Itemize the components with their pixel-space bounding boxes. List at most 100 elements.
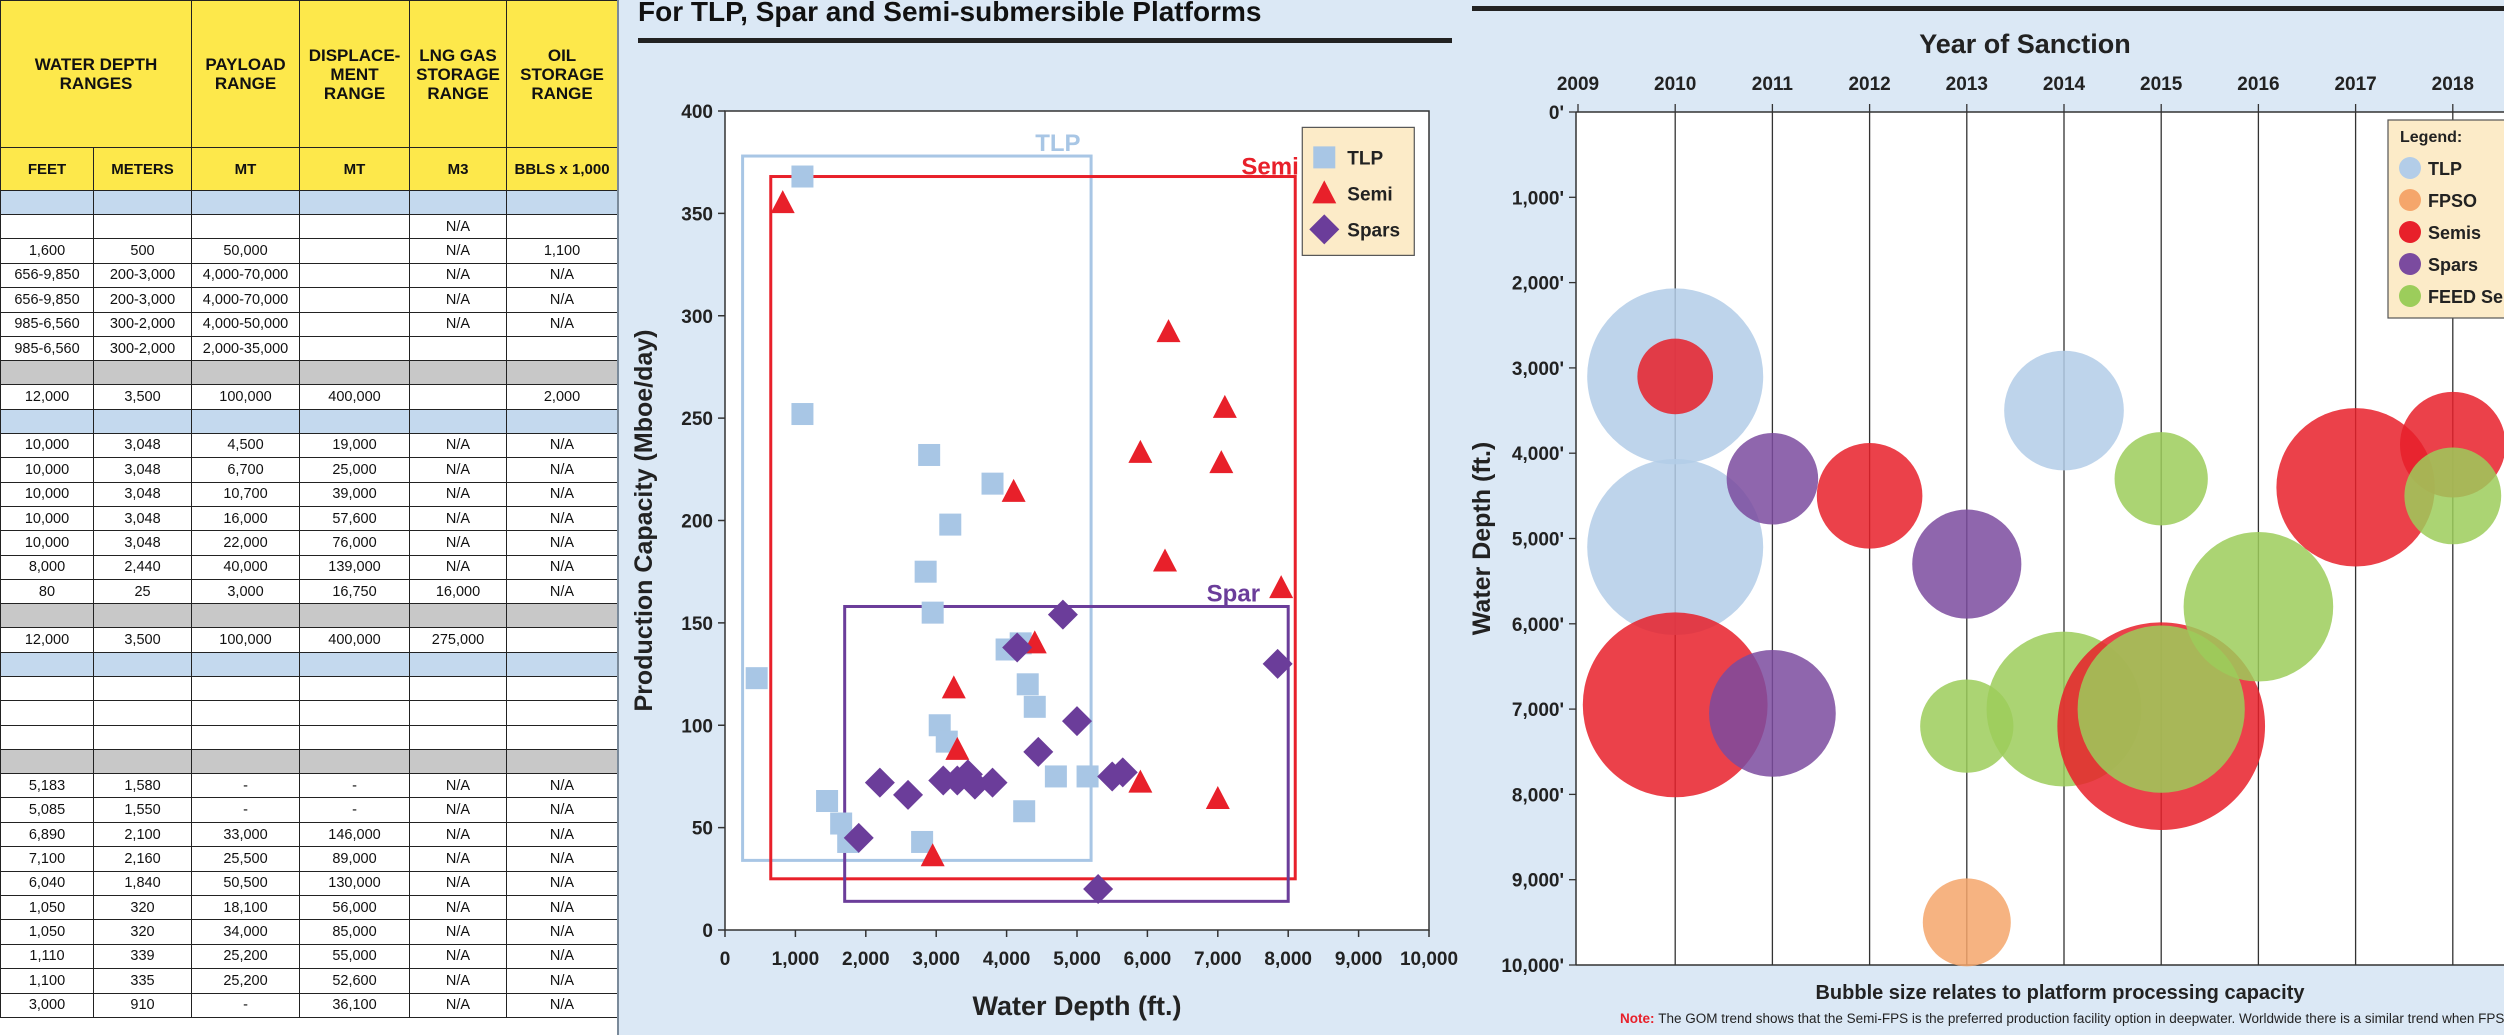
- table-header-cell: OIL STORAGE RANGE: [506, 0, 617, 148]
- table-header-cell: PAYLOAD RANGE: [191, 0, 301, 148]
- table-row: 12,000 3,500 100,000 400,000 275,000: [0, 627, 617, 653]
- table-cell: N/A: [506, 554, 617, 581]
- legend-swatch-feed-semi: [2399, 285, 2421, 307]
- table-cell: 400,000: [299, 384, 411, 410]
- table-cell: [191, 749, 301, 775]
- table-cell: N/A: [409, 919, 508, 945]
- table-cell: N/A: [409, 992, 508, 1018]
- table-cell: [191, 724, 301, 751]
- table-row: 985-6,560 300-2,000 2,000-35,000: [0, 335, 617, 362]
- point-tlp: [1076, 765, 1099, 788]
- table-cell: [191, 675, 301, 702]
- table-cell: [409, 190, 508, 215]
- table-cell: 3,048: [92, 432, 193, 459]
- table-cell: [0, 675, 94, 702]
- table-cell: 3,048: [92, 457, 193, 483]
- bubble-spars: [1709, 650, 1836, 777]
- x-tick-label: 3,000: [912, 949, 960, 970]
- table-cell: 25,200: [191, 943, 301, 970]
- table-cell: 2,000: [506, 384, 617, 410]
- legend-entry-tlp: TLP: [2428, 159, 2462, 179]
- y-tick-label: 350: [681, 204, 713, 225]
- table-cell: 1,840: [92, 870, 193, 896]
- table-cell: 300-2,000: [92, 311, 193, 337]
- table-cell: 3,000: [191, 579, 301, 605]
- table-cell: 2,440: [92, 554, 193, 581]
- table-cell: 2,160: [92, 846, 193, 872]
- table-cell: 80: [0, 579, 94, 605]
- depth-tick-label: 10,000': [1501, 956, 1564, 977]
- year-label: 2009: [1557, 74, 1599, 95]
- table-cell: N/A: [409, 968, 508, 994]
- table-row: 1,600 500 50,000 N/A 1,100: [0, 238, 617, 264]
- depth-tick-label: 1,000': [1512, 188, 1564, 209]
- table-row: 10,000 3,048 4,500 19,000 N/A N/A: [0, 432, 617, 459]
- table-cell: N/A: [409, 262, 508, 289]
- table-cell: 25: [92, 579, 193, 605]
- table-cell: [299, 311, 411, 337]
- y-tick-label: 300: [681, 307, 713, 328]
- bubble-legend: [2387, 119, 2504, 319]
- table-cell: [299, 749, 411, 775]
- table-cell: [191, 190, 301, 215]
- table-cell: 5,085: [0, 797, 94, 823]
- table-row: 1,050 320 34,000 85,000 N/A N/A: [0, 919, 617, 945]
- year-label: 2013: [1946, 74, 1988, 95]
- bubble-legend-title: Legend:: [2400, 129, 2462, 146]
- point-spars: [1062, 706, 1092, 737]
- table-cell: 7,100: [0, 846, 94, 872]
- year-label: 2010: [1654, 74, 1696, 95]
- table-row: [0, 749, 617, 775]
- y-axis-label: Production Capacity (Mboe/day): [630, 330, 658, 712]
- table-cell: 10,000: [0, 530, 94, 556]
- table-cell: 656-9,850: [0, 287, 94, 313]
- table-cell: N/A: [506, 262, 617, 289]
- table-cell: [92, 603, 193, 629]
- table-cell: [409, 675, 508, 702]
- table-cell: N/A: [506, 943, 617, 970]
- table-cell: N/A: [506, 287, 617, 313]
- table-unit-cell: METERS: [92, 147, 193, 191]
- table-cell: N/A: [409, 238, 508, 264]
- table-cell: [0, 651, 94, 677]
- table-cell: 4,000-70,000: [191, 262, 301, 289]
- table-cell: [0, 360, 94, 386]
- point-tlp: [911, 830, 934, 853]
- table-cell: 3,048: [92, 505, 193, 532]
- table-cell: 16,000: [409, 579, 508, 605]
- table-cell: 1,050: [0, 894, 94, 921]
- table-cell: 3,000: [0, 992, 94, 1018]
- point-semi: [1128, 769, 1153, 793]
- table-cell: [191, 700, 301, 726]
- y-tick-label: 150: [681, 614, 713, 635]
- scatter-panel-title: For TLP, Spar and Semi-submersible Platf…: [638, 0, 1262, 27]
- top-rule: [1472, 6, 2504, 11]
- year-label: 2011: [1752, 74, 1794, 95]
- table-cell: N/A: [409, 311, 508, 337]
- table-cell: 1,550: [92, 797, 193, 823]
- point-spars: [1262, 648, 1293, 679]
- bubble-tlp: [1587, 459, 1764, 636]
- table-row: 6,040 1,840 50,500 130,000 N/A N/A: [0, 870, 617, 896]
- table-row: 10,000 3,048 6,700 25,000 N/A N/A: [0, 457, 617, 483]
- table-cell: 10,000: [0, 481, 94, 507]
- table-cell: 335: [92, 968, 193, 994]
- table-cell: [191, 408, 301, 434]
- year-label: 2015: [2140, 74, 2183, 95]
- year-label: 2014: [2043, 74, 2086, 95]
- title-rule: [638, 38, 1452, 43]
- table-row: [0, 190, 617, 215]
- table-row: 1,110 339 25,200 55,000 N/A N/A: [0, 943, 617, 970]
- table-cell: N/A: [506, 919, 617, 945]
- region-label-semi: Semi: [1241, 154, 1298, 181]
- table-cell: [92, 360, 193, 386]
- table-cell: 146,000: [299, 821, 411, 848]
- point-tlp: [921, 601, 944, 624]
- bubble-panel: Year of Sanction 2009 2010 2011 2012 2013 2014…: [1470, 0, 2504, 1035]
- table-row: 7,100 2,160 25,500 89,000 N/A N/A: [0, 846, 617, 872]
- table-cell: [299, 651, 411, 677]
- table-cell: 4,000-50,000: [191, 311, 301, 337]
- depth-tick-label: 8,000': [1512, 785, 1564, 806]
- table-cell: [409, 700, 508, 726]
- table-cell: 4,000-70,000: [191, 287, 301, 313]
